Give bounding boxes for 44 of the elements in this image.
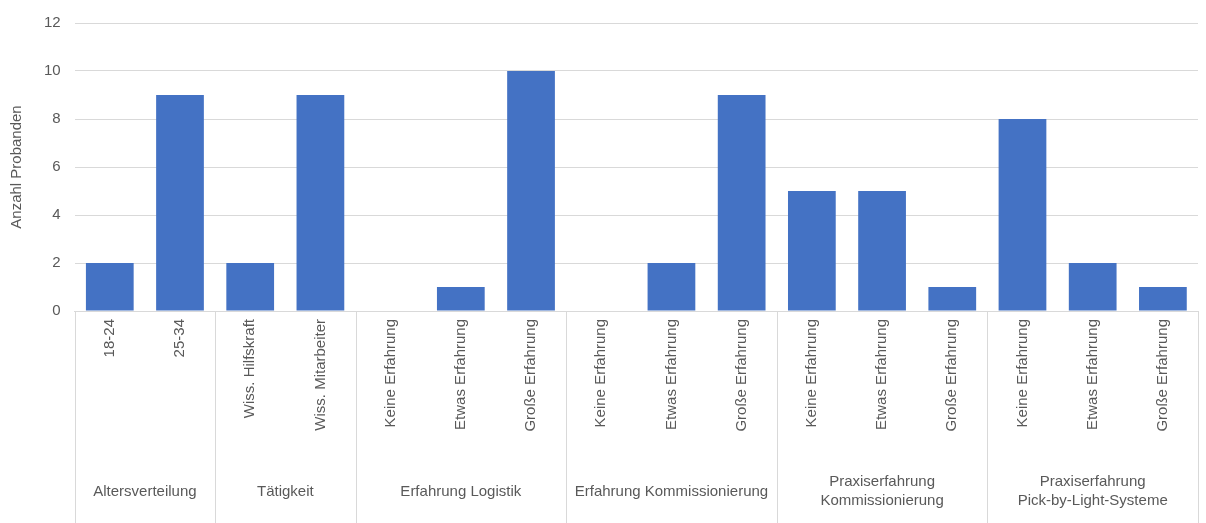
- x-tick-label: Große Erfahrung: [731, 319, 749, 432]
- bar: [226, 263, 275, 311]
- y-tick-label: 4: [52, 205, 61, 223]
- x-tick-label: 18-24: [99, 319, 117, 358]
- bar: [296, 95, 345, 311]
- bar: [858, 191, 906, 311]
- x-tick-label: Keine Erfahrung: [591, 319, 609, 428]
- y-axis-title: Anzahl Probanden: [7, 105, 25, 229]
- text: Erfahrung Kommissionierung: [574, 482, 769, 500]
- text: Tätigkeit: [256, 482, 315, 500]
- x-tick-label: Etwas Erfahrung: [661, 319, 679, 430]
- x-tick-label: Keine Erfahrung: [380, 319, 398, 428]
- bar: [436, 287, 485, 311]
- y-tick-label: 10: [44, 61, 61, 79]
- x-tick-label: Etwas Erfahrung: [872, 319, 890, 430]
- text: Altersverteilung: [93, 482, 197, 500]
- x-tick-label: Große Erfahrung: [942, 319, 960, 432]
- bar: [507, 71, 555, 311]
- text: Erfahrung Logistik: [400, 482, 522, 500]
- text: Praxiserfahrung Kommissionierung: [820, 472, 944, 509]
- x-tick-label: Etwas Erfahrung: [450, 319, 468, 430]
- text: Praxiserfahrung Pick-by-Light-Systeme: [1017, 472, 1168, 509]
- bar: [787, 191, 836, 311]
- bar: [928, 287, 977, 311]
- x-tick-label: Keine Erfahrung: [1012, 319, 1030, 428]
- bar: [1068, 263, 1117, 311]
- y-tick-label: 12: [44, 13, 61, 31]
- y-tick-label: 2: [52, 253, 61, 271]
- bar: [1139, 287, 1187, 311]
- y-tick-label: 6: [52, 157, 61, 175]
- x-tick-label: Etwas Erfahrung: [1082, 319, 1100, 430]
- x-tick-label: Große Erfahrung: [521, 319, 539, 432]
- y-tick-label: 8: [52, 109, 61, 127]
- x-tick-label: Keine Erfahrung: [802, 319, 819, 428]
- bar: [85, 263, 134, 311]
- bar: [156, 95, 204, 311]
- bar: [998, 119, 1047, 311]
- x-tick-label: Wiss. Hilfskraft: [240, 318, 258, 419]
- x-tick-label: Wiss. Mitarbeiter: [310, 319, 328, 431]
- y-tick-label: 0: [52, 301, 61, 319]
- bar: [717, 95, 766, 311]
- bar: [647, 263, 696, 311]
- x-tick-label: 25-34: [170, 319, 188, 358]
- x-tick-label: Große Erfahrung: [1153, 319, 1171, 432]
